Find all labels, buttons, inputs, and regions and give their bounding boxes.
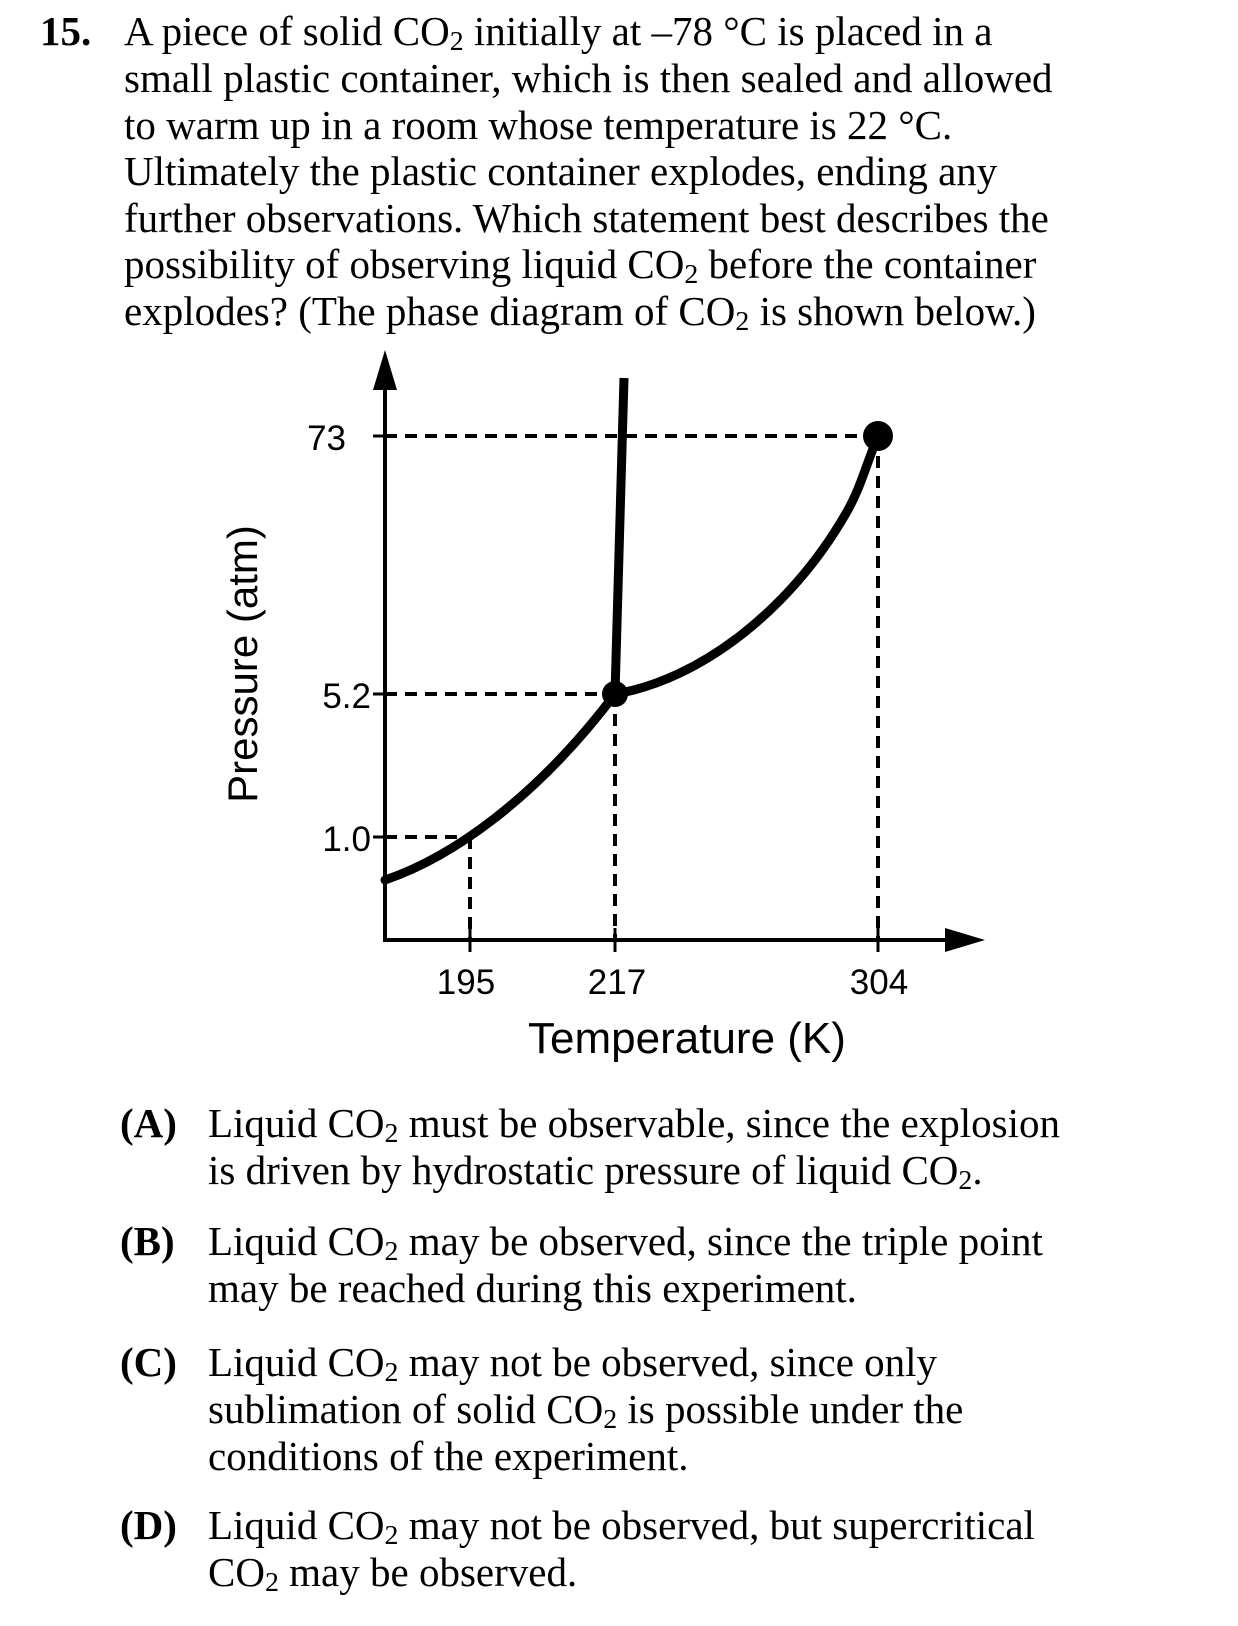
y-tick-label: 5.2 [322, 677, 371, 716]
choice-text: Liquid CO2 must be observable, since the… [208, 1100, 1061, 1197]
question-line: Ultimately the plastic container explode… [124, 148, 998, 194]
question-line: possibility of observing liquid CO2 befo… [124, 241, 1037, 291]
x-tick-label: 217 [588, 963, 646, 1002]
choice-text: Liquid CO2 may not be observed, but supe… [208, 1502, 1035, 1599]
choice-letter: (D) [120, 1502, 177, 1548]
melting-curve [610, 377, 629, 695]
sublimation-curve [380, 689, 620, 885]
x-tick-label: 195 [437, 963, 495, 1002]
vaporization-curve [610, 431, 883, 699]
choice-text: Liquid CO2 may be observed, since the tr… [208, 1218, 1043, 1311]
x-axis-arrow [945, 928, 985, 952]
choice-letter: (B) [120, 1218, 175, 1264]
critical-point-marker [863, 421, 893, 451]
x-tick-label: 304 [850, 963, 908, 1002]
question-number: 15. [40, 8, 92, 54]
question-line: further observations. Which statement be… [124, 195, 1049, 241]
question-line: A piece of solid CO2 initially at –78 °C… [124, 8, 993, 58]
question-line: small plastic container, which is then s… [124, 55, 1053, 101]
y-axis-arrow [373, 350, 397, 390]
choice-letter: (A) [120, 1100, 177, 1146]
triple-point-marker [602, 681, 628, 707]
y-tick-label: 73 [307, 419, 346, 458]
question-line: to warm up in a room whose temperature i… [124, 102, 953, 148]
y-axis-title: Pressure (atm) [219, 525, 266, 803]
choice-text: Liquid CO2 may not be observed, since on… [208, 1339, 964, 1479]
question-line: explodes? (The phase diagram of CO2 is s… [124, 288, 1036, 338]
x-axis-title: Temperature (K) [528, 1014, 846, 1063]
choice-letter: (C) [120, 1339, 177, 1385]
y-tick-label: 1.0 [322, 820, 371, 859]
